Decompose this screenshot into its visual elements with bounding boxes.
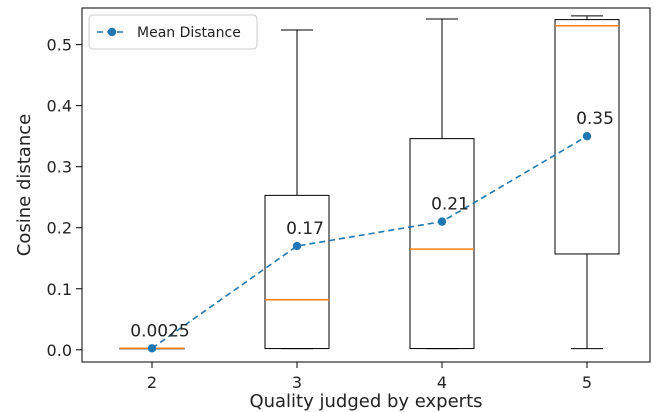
legend-label: Mean Distance: [137, 25, 241, 41]
y-tick-label: 0.3: [47, 158, 72, 177]
mean-point: [582, 131, 592, 141]
mean-value-label: 0.35: [576, 109, 614, 129]
y-axis-label: Cosine distance: [14, 114, 35, 256]
y-tick-label: 0.0: [47, 341, 72, 360]
x-tick-label: 4: [437, 373, 447, 392]
plot-area: [81, 7, 651, 363]
legend-marker: [107, 27, 117, 37]
box-body: [409, 138, 475, 350]
x-tick-label: 2: [147, 373, 157, 392]
boxes: [119, 15, 620, 350]
mean-point: [437, 217, 447, 226]
mean-point: [147, 344, 157, 353]
y-tick-label: 0.1: [47, 280, 72, 299]
legend-box: [88, 14, 258, 50]
mean-value-label: 0.0025: [130, 321, 189, 341]
mean-distance-series: 0.0025 0.17 0.21 0.35: [130, 109, 614, 353]
y-tick-label: 0.2: [47, 219, 72, 238]
plot-frame: [81, 7, 651, 363]
y-tick-label: 0.5: [47, 36, 72, 55]
x-tick-label: 3: [292, 373, 302, 392]
mean-value-label: 0.17: [286, 219, 324, 239]
box-body: [554, 19, 620, 255]
box-5: [554, 15, 620, 350]
box-4: [409, 18, 475, 350]
box-body: [264, 194, 330, 350]
mean-point: [292, 241, 302, 251]
mean-line: [151, 135, 588, 349]
box-3: [264, 29, 330, 350]
mean-value-label: 0.21: [431, 195, 469, 215]
y-tick-label: 0.4: [47, 97, 72, 116]
x-tick-label: 5: [582, 373, 592, 392]
legend: Mean Distance: [88, 14, 258, 50]
x-axis-label: Quality judged by experts: [249, 391, 482, 412]
axes: 0.0 0.1 0.2 0.3 0.4 0.5 2 3 4 5 Quality judged by …: [14, 36, 592, 412]
